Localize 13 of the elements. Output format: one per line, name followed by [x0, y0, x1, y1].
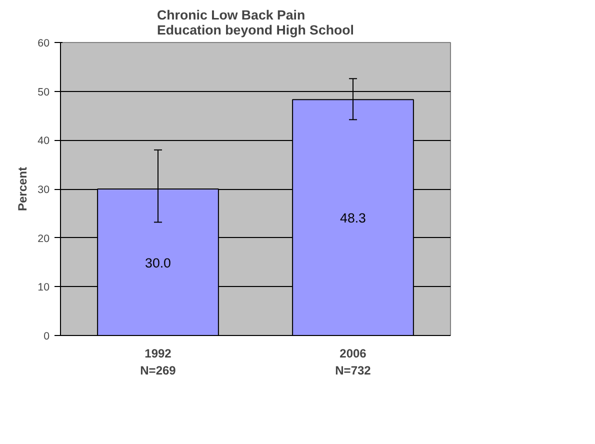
y-tick-label: 40 [38, 135, 50, 148]
data-label: 48.3 [340, 210, 366, 226]
y-tick-label: 0 [44, 330, 50, 342]
y-tick-label: 10 [38, 282, 50, 294]
chart-title: Chronic Low Back Pain Education beyond High School [157, 8, 354, 38]
y-axis-title: Percent [16, 166, 30, 212]
x-tick-label: 1992 N=269 [140, 346, 176, 378]
data-label: 30.0 [145, 255, 171, 270]
y-tick-label: 30 [38, 184, 50, 196]
y-tick-label: 20 [38, 232, 50, 245]
x-tick-label: 2006 N=732 [335, 346, 372, 378]
y-tick-label: 60 [38, 38, 50, 50]
y-tick-label: 50 [38, 86, 50, 98]
